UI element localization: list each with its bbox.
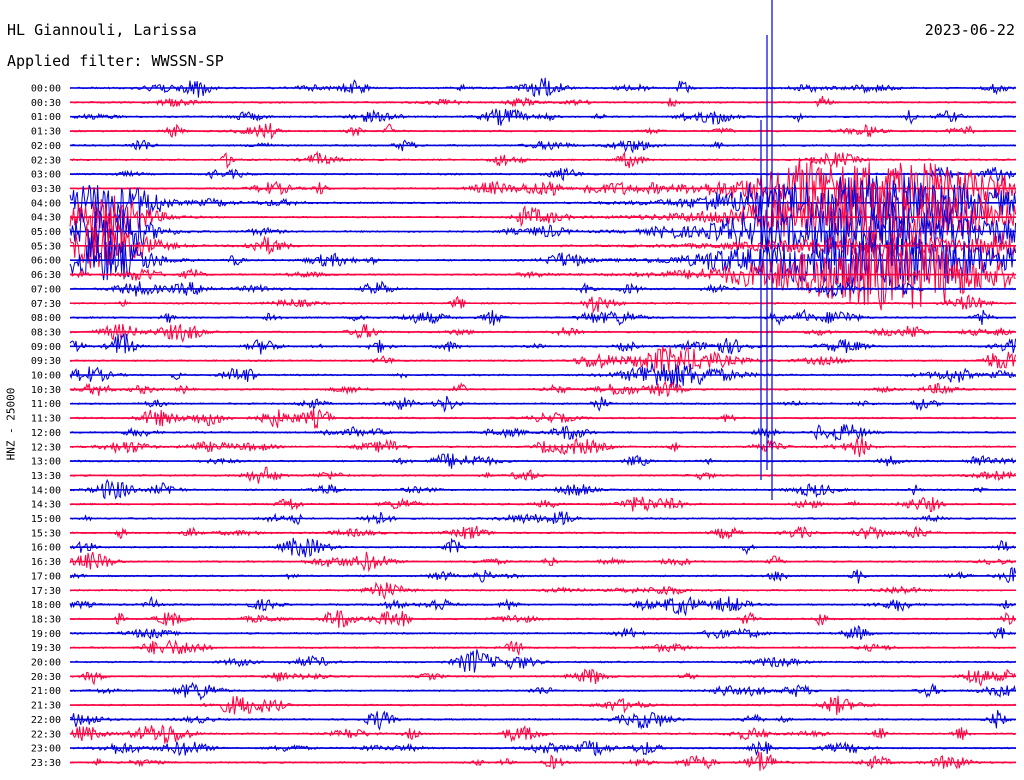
time-label: 10:00	[31, 371, 61, 382]
time-label: 23:30	[31, 758, 61, 769]
time-label: 18:30	[31, 614, 61, 625]
time-label: 12:30	[31, 442, 61, 453]
time-label: 09:30	[31, 356, 61, 367]
trace-row	[69, 668, 1017, 687]
time-label: 21:00	[31, 686, 61, 697]
time-label: 01:00	[31, 112, 61, 123]
time-label: 03:00	[31, 170, 61, 181]
time-label: 23:00	[31, 744, 61, 755]
time-label: 10:30	[31, 385, 61, 396]
time-label: 14:30	[31, 500, 61, 511]
time-label: 15:30	[31, 528, 61, 539]
time-label: 04:00	[31, 198, 61, 209]
time-label: 09:00	[31, 342, 61, 353]
time-label: 12:00	[31, 428, 61, 439]
time-label: 20:00	[31, 658, 61, 669]
trace-row	[69, 346, 1017, 373]
filter-label: Applied filter: WWSSN-SP	[7, 52, 224, 70]
time-label: 06:00	[31, 256, 61, 267]
time-label: 19:00	[31, 629, 61, 640]
time-label: 22:30	[31, 729, 61, 740]
time-label: 11:00	[31, 399, 61, 410]
time-label: 00:30	[31, 98, 61, 109]
trace-row	[69, 139, 1016, 154]
time-label: 16:30	[31, 557, 61, 568]
time-label: 08:30	[31, 327, 61, 338]
time-label: 00:00	[31, 84, 61, 95]
time-label: 03:30	[31, 184, 61, 195]
time-label: 11:30	[31, 414, 61, 425]
trace-row	[69, 242, 1016, 311]
time-label: 22:00	[31, 715, 61, 726]
seismic-traces	[69, 0, 1017, 771]
time-label: 04:30	[31, 213, 61, 224]
trace-row	[69, 95, 1016, 108]
station-title: HL Giannouli, Larissa	[7, 21, 197, 39]
time-label: 21:30	[31, 701, 61, 712]
time-label: 06:30	[31, 270, 61, 281]
time-label: 02:00	[31, 141, 61, 152]
time-label: 13:00	[31, 457, 61, 468]
time-label: 20:30	[31, 672, 61, 683]
time-label: 02:30	[31, 155, 61, 166]
time-label: 14:00	[31, 485, 61, 496]
record-date: 2023-06-22	[924, 21, 1015, 39]
trace-row	[69, 751, 1016, 771]
time-label: 07:30	[31, 299, 61, 310]
time-label: 16:00	[31, 543, 61, 554]
trace-row	[69, 649, 1016, 673]
time-label: 01:30	[31, 127, 61, 138]
time-label: 18:00	[31, 600, 61, 611]
time-label: 13:30	[31, 471, 61, 482]
time-label: 17:00	[31, 571, 61, 582]
time-labels: 00:00 00:30 01:00 01:30 02:00 02:30 03:00 03:30…	[31, 84, 61, 769]
time-label: 05:00	[31, 227, 61, 238]
trace-row	[69, 332, 1017, 355]
time-label: 08:00	[31, 313, 61, 324]
time-label: 19:30	[31, 643, 61, 654]
time-label: 17:30	[31, 586, 61, 597]
time-label: 07:00	[31, 284, 61, 295]
trace-row	[69, 595, 1016, 617]
time-label: 15:00	[31, 514, 61, 525]
time-label: 05:30	[31, 241, 61, 252]
